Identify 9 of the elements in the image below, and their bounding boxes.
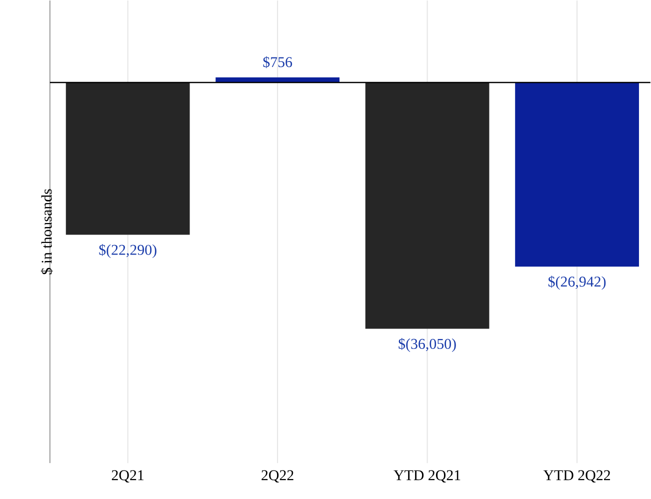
x-tick-label: 2Q21 <box>112 470 144 483</box>
x-tick-label: 2Q22 <box>262 470 294 483</box>
data-label: $(36,050) <box>398 338 456 352</box>
x-tick-label: YTD 2Q21 <box>394 470 460 483</box>
y-axis-title: $ in thousands <box>40 189 53 274</box>
data-label: $(22,290) <box>99 244 156 258</box>
data-label: $756 <box>263 56 292 68</box>
data-label: $(26,942) <box>548 276 606 290</box>
x-tick-label: YTD 2Q22 <box>543 470 610 483</box>
